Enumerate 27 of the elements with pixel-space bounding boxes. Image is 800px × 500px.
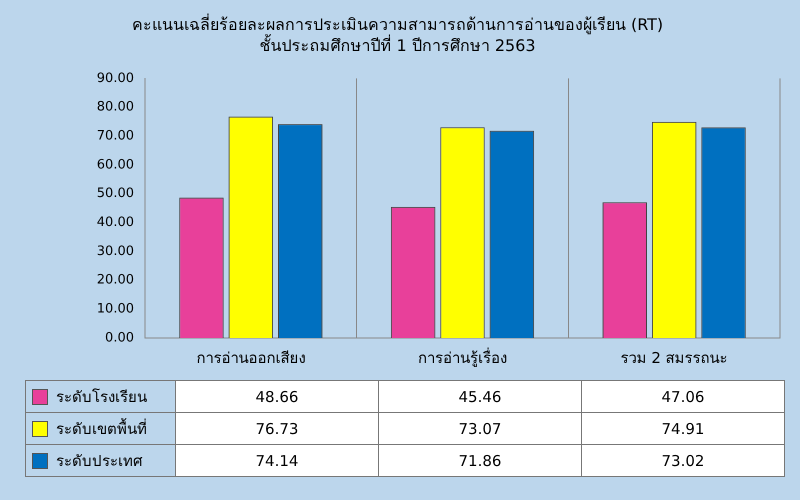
legend-label: ระดับประเทศ: [26, 444, 176, 476]
data-label: 71.86: [378, 444, 582, 476]
data-label: 73.07: [378, 412, 582, 444]
data-label: 45.46: [378, 380, 582, 412]
y-tick-label: 20.00: [96, 272, 134, 288]
data-label: 48.66: [176, 380, 378, 412]
y-tick-label: 90.00: [96, 70, 134, 86]
chart-title: คะแนนเฉลี่ยร้อยละผลการประเมินความสามารถด้านการอ่านของผู้เรียน (RT): [132, 12, 664, 35]
legend-label: ระดับโรงเรียน: [26, 380, 176, 412]
y-tick-label: 40.00: [96, 214, 134, 230]
data-label: 73.02: [582, 444, 784, 476]
legend-label: ระดับเขตพื้นที่: [26, 412, 176, 444]
y-tick-label: 0.00: [105, 330, 134, 346]
y-tick-label: 10.00: [96, 302, 134, 317]
data-label: 74.14: [176, 444, 378, 476]
x-tick-label: การอ่านรู้เรื่อง: [418, 346, 507, 367]
y-tick-label: 70.00: [96, 128, 134, 144]
x-tick-label: รวม 2 สมรรถนะ: [620, 348, 728, 367]
data-label: 74.91: [582, 412, 784, 444]
data-label: 76.73: [176, 412, 378, 444]
x-tick-label: การอ่านออกเสียง: [196, 348, 306, 367]
chart-subtitle: ชั้นประถมศึกษาปีที่ 1 ปีการศึกษา 2563: [259, 34, 536, 55]
data-label: 47.06: [582, 380, 784, 412]
y-tick-label: 50.00: [96, 186, 134, 202]
y-tick-label: 30.00: [96, 244, 134, 259]
y-tick-label: 80.00: [96, 100, 134, 115]
y-tick-label: 60.00: [96, 157, 134, 172]
